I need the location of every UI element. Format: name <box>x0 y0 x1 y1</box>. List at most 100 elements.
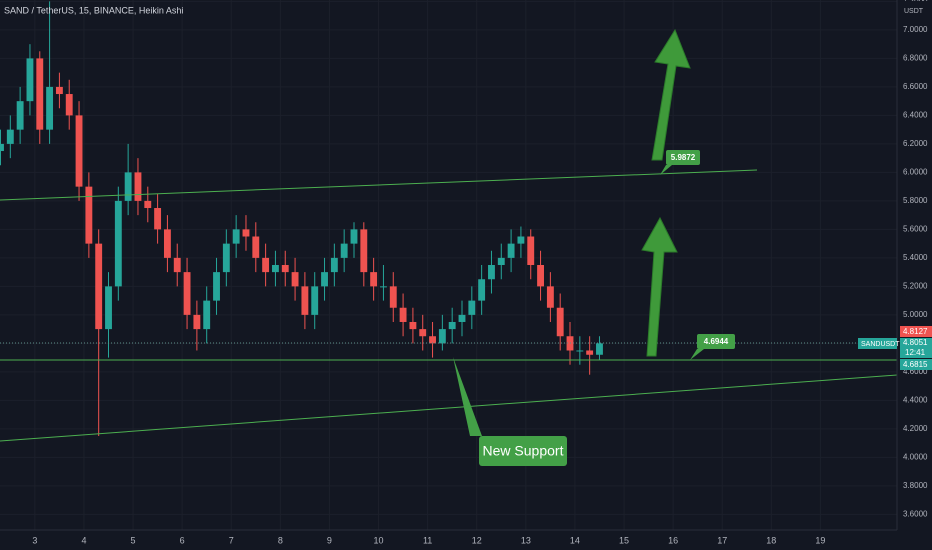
y-tick-label: 6.4000 <box>903 111 928 120</box>
candle-body <box>350 229 358 244</box>
candle-body <box>271 265 279 273</box>
price-scale-labels: 4.8127 SANDUSDT 4.8051 12:41 4.6815 <box>858 326 932 370</box>
y-tick-label: 5.2000 <box>903 281 928 290</box>
y-tick-label: 4.2000 <box>903 424 928 433</box>
x-tick-label: 15 <box>619 535 629 545</box>
candle-body <box>85 186 93 244</box>
candle-body <box>213 272 220 301</box>
x-tick-label: 3 <box>32 535 37 545</box>
x-tick-label: 7 <box>229 535 234 545</box>
candle-body <box>154 208 162 230</box>
drawings <box>0 28 898 466</box>
candle-body <box>95 243 103 330</box>
candle-body <box>0 143 4 152</box>
x-tick-label: 12 <box>472 535 482 545</box>
x-tick-label: 6 <box>180 535 185 545</box>
level-label: 5.9872 <box>671 153 696 162</box>
x-tick-label: 10 <box>374 535 384 545</box>
candle-body <box>281 265 289 273</box>
callout-label: New Support <box>483 443 564 459</box>
price-box <box>900 326 932 337</box>
callout-pointer <box>453 357 482 436</box>
candle-body <box>232 229 240 244</box>
price-box <box>900 338 932 358</box>
y-tick-label: 3.6000 <box>903 509 928 518</box>
symbol-label: SANDUSDT <box>861 341 900 348</box>
candle-body <box>556 307 564 337</box>
arrow-up <box>651 28 691 161</box>
price-box <box>900 359 932 370</box>
candle-body <box>527 236 535 265</box>
price-axis <box>897 0 932 550</box>
candle-body <box>438 329 446 344</box>
countdown-label: 12:41 <box>905 348 926 357</box>
candle-body <box>360 229 368 273</box>
candles <box>0 1 603 436</box>
x-tick-label: 11 <box>423 535 432 545</box>
axis-labels: 3.6000 3.8000 4.0000 4.2000 4.4000 4.6000 4.80… <box>32 0 928 545</box>
candle-body <box>330 257 338 273</box>
y-tick-label: 5.6000 <box>903 224 928 233</box>
candle-body <box>311 286 319 315</box>
candle-body <box>105 286 112 330</box>
candle-body <box>458 314 466 322</box>
level-label-box <box>697 334 735 349</box>
x-tick-label: 13 <box>521 535 531 545</box>
candle-body <box>596 343 603 355</box>
x-tick-label: 4 <box>81 535 86 545</box>
candle-body <box>488 265 495 280</box>
candle-body <box>144 200 152 209</box>
y-tick-label: 6.6000 <box>903 82 928 91</box>
candle-body <box>321 272 328 287</box>
candle-body <box>546 286 554 308</box>
candle-body <box>193 314 201 330</box>
x-tick-label: 5 <box>131 535 136 545</box>
y-tick-label: 5.0000 <box>903 310 928 319</box>
y-tick-label: 4.0000 <box>903 452 928 461</box>
candle-body <box>252 236 260 258</box>
candle-body <box>380 286 387 288</box>
y-tick-label: 3.8000 <box>903 481 928 490</box>
candle-body <box>114 200 122 287</box>
candle-body <box>399 307 407 322</box>
candle-body <box>6 129 14 144</box>
y-tick-label: 5.4000 <box>903 253 928 262</box>
x-tick-label: 9 <box>327 535 332 545</box>
x-tick-label: 18 <box>766 535 776 545</box>
candle-body <box>75 115 83 187</box>
candle-body <box>163 229 171 258</box>
axis-unit: USDT <box>904 8 924 15</box>
callout-box <box>479 436 567 466</box>
candle-body <box>507 243 515 258</box>
candle-body <box>586 350 594 355</box>
channel-line <box>0 169 758 201</box>
label-pointer <box>660 165 672 175</box>
candle-body <box>389 286 397 308</box>
candle-body <box>497 257 505 265</box>
candle-body <box>173 257 181 273</box>
candle-body <box>537 265 544 287</box>
x-tick-label: 16 <box>668 535 678 545</box>
price-label: 4.8127 <box>903 327 928 336</box>
x-tick-label: 17 <box>717 535 727 545</box>
candle-body <box>26 58 34 102</box>
candle-body <box>46 86 54 130</box>
candle-body <box>409 321 417 330</box>
candle-body <box>301 286 309 315</box>
trend-line <box>0 374 898 442</box>
y-tick-label: 4.4000 <box>903 395 928 404</box>
symbol-box <box>858 338 897 349</box>
y-tick-label: 5.8000 <box>903 196 928 205</box>
level-label: 4.6944 <box>704 337 729 346</box>
candle-body <box>478 279 486 301</box>
x-tick-label: 8 <box>278 535 283 545</box>
candle-body <box>370 272 378 287</box>
y-tick-label: 7.0000 <box>903 25 928 34</box>
x-tick-label: 19 <box>815 535 825 545</box>
candle-body <box>291 272 299 287</box>
candle-body <box>429 336 436 344</box>
candle-body <box>576 350 584 352</box>
candle-body <box>183 272 191 315</box>
